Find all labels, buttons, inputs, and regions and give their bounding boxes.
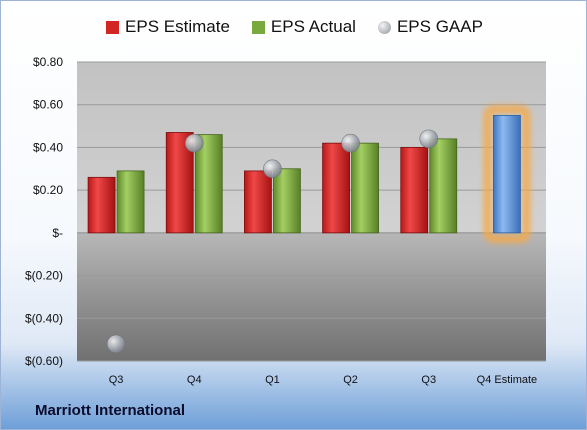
x-tick-label: Q3: [109, 374, 124, 386]
gaap-marker: [106, 334, 126, 354]
legend-label: EPS Actual: [270, 17, 356, 36]
gaap-marker: [341, 133, 360, 153]
y-tick-label: $0.40: [33, 140, 63, 154]
y-tick-label: $(0.40): [25, 311, 63, 325]
bar-eps-actual: [116, 170, 145, 234]
legend: EPS Estimate EPS Actual EPS GAAP: [1, 17, 586, 37]
bar-eps-actual: [429, 138, 458, 234]
legend-swatch-green-square: [251, 20, 265, 34]
y-tick-label: $0.20: [33, 183, 63, 197]
bar-eps-estimate: [400, 147, 429, 234]
bar-eps-actual: [273, 168, 301, 234]
y-tick-label: $(0.60): [25, 354, 63, 368]
bar-eps-estimate: [87, 176, 116, 234]
legend-swatch-red-square: [106, 20, 120, 34]
x-tick-label: Q3: [421, 374, 436, 386]
legend-label: EPS GAAP: [396, 17, 483, 36]
highlight-glow: [483, 105, 531, 243]
bar-q4-estimate: [493, 114, 521, 234]
gaap-marker: [263, 159, 282, 179]
y-tick-label: $0.60: [33, 98, 63, 112]
legend-item-eps-estimate: EPS Estimate: [106, 17, 230, 37]
gaap-marker: [184, 133, 204, 153]
gaap-marker: [419, 129, 439, 149]
x-tick-label: Q2: [343, 374, 358, 386]
bar-eps-actual: [194, 134, 223, 234]
y-tick-label: $(0.20): [25, 269, 63, 283]
x-tick-label: Q1: [265, 374, 280, 386]
bar-eps-estimate: [322, 142, 350, 234]
legend-label: EPS Estimate: [125, 17, 230, 36]
y-tick-label: $0.80: [33, 55, 63, 69]
y-tick-label: $-: [52, 226, 63, 240]
company-name: Marriott International: [35, 402, 186, 419]
bar-eps-estimate: [244, 170, 272, 234]
legend-item-eps-gaap: EPS GAAP: [377, 17, 483, 37]
x-tick-label: Q4: [187, 374, 202, 386]
x-tick-label: Q4 Estimate: [477, 374, 538, 386]
bar-eps-actual: [351, 142, 379, 234]
legend-swatch-gray-circle: [377, 20, 391, 34]
legend-item-eps-actual: EPS Actual: [251, 17, 356, 37]
plot-area-negative: [77, 232, 546, 361]
